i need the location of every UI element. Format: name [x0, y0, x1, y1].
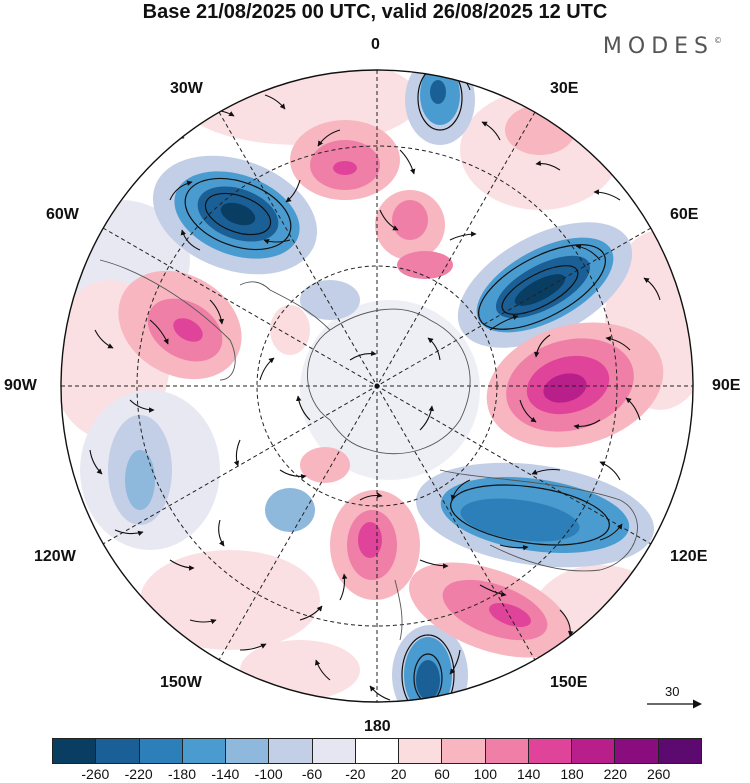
label-60e: 60E	[670, 206, 699, 223]
colorbar-cell	[615, 738, 659, 764]
coastlines	[99, 259, 638, 641]
brand-name: MODES	[602, 34, 714, 59]
map-title: Base 21/08/2025 00 UTC, valid 26/08/2025…	[142, 1, 608, 23]
colorbar-tick-label: 140	[516, 766, 541, 782]
colorbar-tick-label: -220	[124, 766, 153, 782]
colorbar-tick-label: -60	[301, 766, 323, 782]
colorbar-tick-label: 100	[473, 766, 498, 782]
contour-lines	[184, 70, 610, 702]
colorbar-cell	[442, 738, 486, 764]
colorbar	[52, 738, 702, 764]
brand-logo: MODES©	[603, 34, 722, 59]
colorbar-cell	[226, 738, 270, 764]
colorbar-cell	[139, 738, 183, 764]
label-120e: 120E	[670, 548, 708, 565]
colorbar-ticks: -260 -220 -180 -140 -100 -60 -20 20 60 100 140 180 2…	[52, 766, 702, 782]
colorbar-tick-label: -140	[211, 766, 240, 782]
colorbar-tick-label: -260	[81, 766, 110, 782]
colorbar-tick-label: -20	[345, 766, 366, 782]
label-60w: 60W	[46, 206, 79, 223]
label-30e: 30E	[550, 80, 579, 97]
colorbar-tick-label: -100	[254, 766, 283, 782]
label-150w: 150W	[160, 674, 202, 691]
label-150e: 150E	[550, 674, 588, 691]
colorbar-tick-label: -180	[167, 766, 197, 782]
south-pole-marker	[374, 383, 380, 389]
positive-anomalies	[118, 105, 664, 658]
colorbar-tick-label: 60	[434, 766, 450, 782]
label-120w: 120W	[34, 548, 76, 565]
label-30w: 30W	[170, 80, 203, 97]
colorbar-cell	[52, 738, 97, 764]
label-90w: 90W	[4, 377, 37, 394]
colorbar-cell	[312, 738, 356, 764]
map-boundary	[60, 69, 694, 703]
colorbar-cell	[355, 738, 400, 764]
colorbar-tick-label: 220	[603, 766, 628, 782]
colorbar-cell	[658, 738, 702, 764]
colorbar-cell	[269, 738, 313, 764]
colorbar-cell	[182, 738, 227, 764]
wind-vectors	[89, 71, 661, 701]
reference-arrow	[647, 699, 702, 709]
colorbar-cell	[528, 738, 573, 764]
negative-anomalies	[108, 70, 655, 702]
label-90e: 90E	[712, 377, 741, 394]
colorbar-cell	[485, 738, 529, 764]
label-0: 0	[371, 36, 380, 53]
colorbar-tick-label: 180	[560, 766, 584, 782]
colorbar-cell	[96, 738, 140, 764]
colorbar-tick-label: 260	[646, 766, 671, 782]
reference-vector-value: 30	[665, 684, 680, 699]
label-180: 180	[364, 718, 391, 735]
colorbar-tick-label: 20	[390, 766, 407, 782]
colorbar-cell	[572, 738, 616, 764]
colorbar-cell	[399, 738, 443, 764]
brand-mark: ©	[714, 36, 722, 45]
